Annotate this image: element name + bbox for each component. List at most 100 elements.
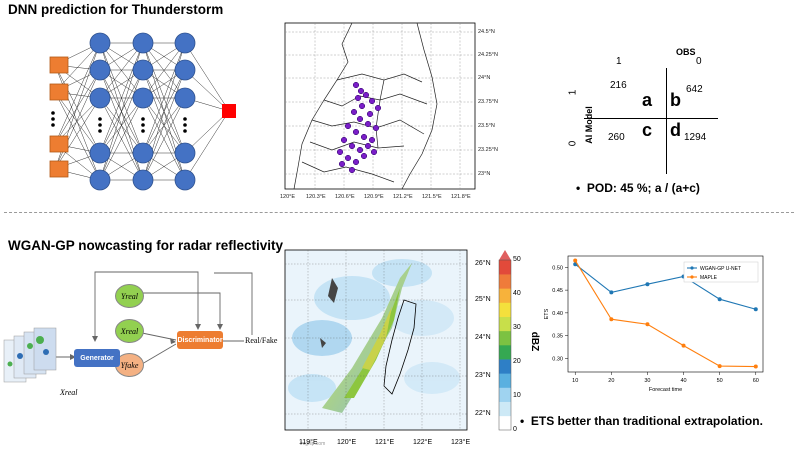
thunderstorm-point xyxy=(350,108,358,116)
hidden-node xyxy=(89,59,111,81)
cm-letter-a: a xyxy=(642,90,653,110)
y-axis-label: ETS xyxy=(544,308,550,319)
series-line-0 xyxy=(574,263,756,310)
x-tick-label: 60 xyxy=(753,378,759,384)
thunderstorm-point xyxy=(352,128,360,136)
xreal-input-label: Xreal xyxy=(60,388,78,397)
data-point-1 xyxy=(681,343,686,348)
data-point-0 xyxy=(609,290,614,295)
thunderstorm-point xyxy=(348,142,356,150)
colorbar xyxy=(498,250,512,431)
row-label-0: 0 xyxy=(567,140,579,147)
section-divider xyxy=(4,212,794,213)
section-title-dnn: DNN prediction for Thunderstorm xyxy=(8,2,224,17)
map-y-tick: 23.5°N xyxy=(478,123,495,129)
hidden-node xyxy=(132,87,154,109)
hidden-node xyxy=(174,59,196,81)
xreal-node: Xreal xyxy=(115,319,144,343)
thunderstorm-map xyxy=(284,22,476,190)
ellipsis-dot xyxy=(51,123,55,127)
radar-x-tick: 123°E xyxy=(451,439,471,446)
colorbar-band xyxy=(499,316,511,332)
thunderstorm-point xyxy=(372,124,380,132)
ellipsis-dot xyxy=(183,117,187,121)
thunderstorm-point xyxy=(366,110,374,118)
y-tick-label: 0.40 xyxy=(552,311,563,317)
hidden-node xyxy=(89,32,111,54)
thunderstorm-point xyxy=(362,91,370,99)
data-point-0 xyxy=(717,297,722,302)
cm-vline xyxy=(666,68,667,174)
row-label-1: 1 xyxy=(567,89,579,96)
map-y-tick: 24°N xyxy=(478,75,491,81)
radar-y-tick: 23°N xyxy=(475,372,491,379)
ets-line-chart: 0.30 0.35 0.40 0.45 0.50 10 20 30 40 50 60 Forecast… xyxy=(544,255,764,393)
map-y-tick: 23°N xyxy=(478,171,491,177)
col-label-0: 0 xyxy=(696,56,702,67)
radar-x-tick: 121°E xyxy=(375,439,395,446)
output-node xyxy=(222,104,236,118)
data-point-0 xyxy=(753,307,758,312)
map-y-tick: 24.5°N xyxy=(478,29,495,35)
thunderstorm-point xyxy=(344,122,352,130)
input-node xyxy=(49,160,69,178)
legend-box xyxy=(683,261,759,283)
legend-marker xyxy=(690,266,694,270)
thunderstorm-point xyxy=(352,81,360,89)
input-node xyxy=(49,56,69,74)
ets-bullet: • ETS better than traditional extrapolat… xyxy=(520,414,763,428)
cm-letter-c: c xyxy=(642,120,653,140)
hidden-node xyxy=(174,87,196,109)
map-x-tick: 120°E xyxy=(280,194,296,200)
watermark: imgflip.com xyxy=(300,441,326,447)
radar-y-tick: 25°N xyxy=(475,296,491,303)
y-tick-label: 0.30 xyxy=(552,356,563,362)
map-x-tick: 120.3°E xyxy=(306,194,326,200)
pod-text: POD: 45 %; a / (a+c) xyxy=(586,181,700,195)
radar-x-tick: 120°E xyxy=(337,439,357,446)
hidden-node xyxy=(89,169,111,191)
colorbar-tick: 30 xyxy=(513,324,521,331)
hidden-node xyxy=(132,142,154,164)
map-y-tick: 23.75°N xyxy=(478,99,498,105)
x-tick-label: 40 xyxy=(680,378,686,384)
thunderstorm-point xyxy=(368,97,376,105)
cm-value-b: 642 xyxy=(686,84,703,95)
thunderstorm-point xyxy=(356,146,364,154)
colorbar-band xyxy=(499,345,511,360)
section-title-wgan: WGAN-GP nowcasting for radar reflectivit… xyxy=(8,238,284,253)
x-tick-label: 50 xyxy=(717,378,723,384)
radar-y-tick: 24°N xyxy=(475,334,491,341)
ai-model-label: AI Model xyxy=(583,106,594,144)
data-point-0 xyxy=(645,282,650,287)
radar-reflectivity-map xyxy=(284,249,468,431)
map-y-tick: 23.25°N xyxy=(478,147,498,153)
thunderstorm-point xyxy=(370,148,378,156)
hidden-node xyxy=(89,142,111,164)
colorbar-band xyxy=(499,288,511,303)
input-node xyxy=(49,135,69,153)
colorbar-band xyxy=(499,330,511,346)
data-point-1 xyxy=(609,317,614,322)
ellipsis-dot xyxy=(183,123,187,127)
radar-y-tick: 22°N xyxy=(475,410,491,417)
thunderstorm-point xyxy=(357,87,365,95)
ets-text: ETS better than traditional extrapolatio… xyxy=(530,414,763,428)
colorbar-band xyxy=(499,274,511,289)
y-tick-label: 0.45 xyxy=(552,288,563,294)
colorbar-band xyxy=(499,373,511,388)
ellipsis-dot xyxy=(141,123,145,127)
cm-value-d: 1294 xyxy=(684,132,707,143)
thunderstorm-point xyxy=(340,136,348,144)
hidden-node xyxy=(89,87,111,109)
colorbar-tick: 40 xyxy=(513,290,521,297)
data-point-1 xyxy=(753,364,758,369)
col-label-1: 1 xyxy=(616,56,622,67)
x-axis-label: Forecast time xyxy=(649,387,682,393)
data-point-1 xyxy=(717,364,722,369)
colorbar-tick: 50 xyxy=(513,256,521,263)
x-tick-label: 30 xyxy=(644,378,650,384)
ellipsis-dot xyxy=(183,129,187,133)
data-point-1 xyxy=(573,258,578,263)
legend-entry: WGAN-GP U-NET xyxy=(700,266,741,272)
